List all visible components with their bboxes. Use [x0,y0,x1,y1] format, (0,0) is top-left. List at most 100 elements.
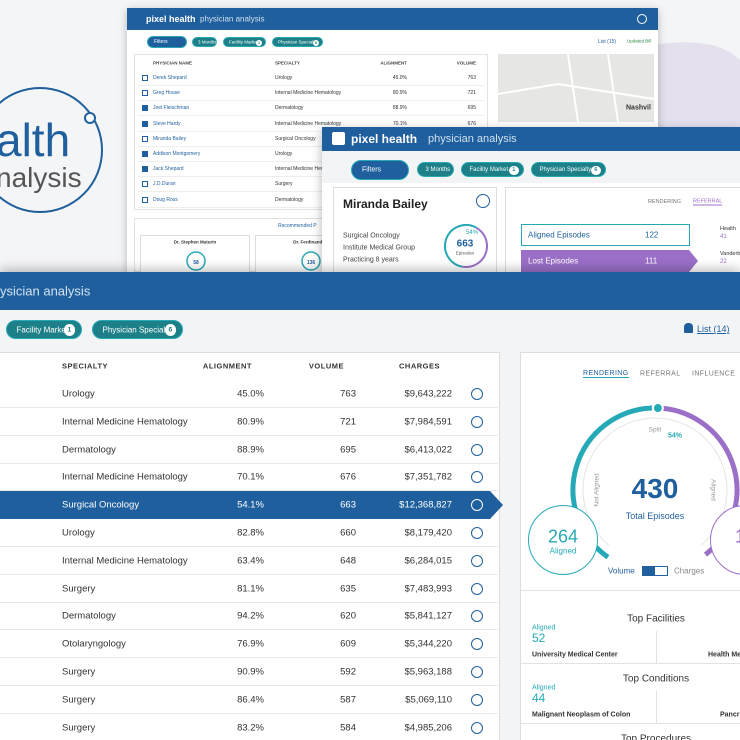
section-item: Malignant Neoplasm of Colon [532,711,631,719]
bubble-value: 264 [547,526,579,547]
list-link: List (15) [598,39,617,45]
column-header: ALIGNMENT [380,60,407,66]
card-gauge [186,251,206,271]
gauge-label: Episodes [455,250,475,256]
row-add-button[interactable] [471,388,483,400]
checkbox[interactable] [142,166,148,173]
column-header: ALIGNMENT [202,361,252,371]
checkbox[interactable] [142,120,148,127]
filter-label: 3 Months [425,166,451,173]
cell: $6,413,022 [404,444,452,456]
section-sub: Aligned [532,624,556,632]
cell: Internal Medicine Hematology [62,416,188,428]
gauge-inner [582,417,728,546]
row-divider [138,145,484,147]
facility-value: 41 [720,234,727,240]
checkbox[interactable] [142,151,148,157]
cell: $7,984,591 [404,416,452,428]
cell: Dermatology [62,610,116,622]
filter-count: 1 [255,39,262,46]
row-add-button[interactable] [471,527,483,539]
cell: Dermatology [275,196,304,203]
cell: Surgery [62,583,96,595]
checkbox[interactable] [142,181,148,188]
row-divider [0,601,498,603]
cell: 695 [340,444,356,456]
section-title: Top Conditions [622,673,690,685]
bubble-value: 1 [735,527,740,548]
row-add-button[interactable] [471,666,483,678]
add-button[interactable] [476,194,490,208]
physician-detail: Surgical Oncology [343,232,400,240]
row-add-button[interactable] [471,582,483,595]
checkbox[interactable] [142,135,148,142]
cell: 76.9% [237,638,264,650]
filter-count-text: 6 [314,40,317,45]
card-name: Dr. Ferdinand B [293,239,327,245]
app-name: physician analysis [428,133,517,145]
checkbox[interactable] [142,75,148,81]
filter-pill[interactable]: 3 Months [192,37,217,47]
row-add-button[interactable] [471,471,483,484]
section-item: Pancr [720,711,740,719]
episode-label: Aligned Episodes [528,230,590,240]
cell: Dermatology [275,105,304,112]
episode-value: 111 [645,256,658,266]
selected-row [0,491,503,520]
episode-label: Lost Episodes [528,256,579,266]
filter-pill[interactable]: Facility Market 1 [223,37,266,47]
filter-pill[interactable]: Physician Specialty 6 [92,320,183,339]
row-add-button[interactable] [471,721,483,734]
gauge-arc-lost [462,226,488,268]
row-add-button[interactable] [471,554,483,567]
cell: Surgery [62,694,96,706]
row-add-button[interactable] [471,610,483,623]
section-item: Health Me [708,651,740,659]
cell: 676 [340,471,356,483]
cell: 587 [340,694,356,706]
bubble-label: Aligned [549,546,577,556]
cell: 663 [340,499,356,511]
row-add-button[interactable] [471,415,483,428]
row-add-button[interactable] [471,499,483,512]
cell: Derek Shepard [153,75,187,81]
profile-icon [637,14,647,24]
checkbox[interactable] [142,105,148,112]
graphic [444,224,488,268]
row-divider [0,490,498,492]
row-add-button[interactable] [471,443,483,456]
filter-pill[interactable]: Physician Specialty 6 [272,37,323,47]
row-divider [138,176,484,178]
cell: 592 [340,666,356,678]
filter-pill[interactable]: Filters [147,36,187,48]
column-header: VOLUME [456,60,476,66]
checkbox[interactable] [142,90,148,97]
section-title: Top Facilities [627,613,685,625]
toggle-label: Volume [608,566,635,576]
card-name: Dr. Stephen Maturin [173,239,217,245]
row-divider [138,100,484,102]
toggle-label: Charges [674,566,705,576]
graphic [301,251,321,271]
checkbox[interactable] [142,196,148,203]
aligned-bubble [528,505,598,575]
filter-pill[interactable]: Physician Specialty 6 [531,162,606,177]
filter-pill[interactable]: Filters [351,160,409,180]
cell: Otolaryngology [62,638,126,650]
cell: 81.1% [237,583,264,595]
filter-pill[interactable]: 3 Months [417,162,454,177]
row-add-button[interactable] [471,638,483,651]
filter-pill[interactable]: Facility Market 1 [461,162,524,177]
filter-pill[interactable]: Facility Market 1 [6,320,82,339]
cell: Internal Medicine Hematology [275,120,342,127]
logo-text: nalysis [0,162,82,193]
filter-count-text: 6 [168,326,173,334]
physician-detail: Practicing 8 years [343,256,399,264]
toggle-switch[interactable] [642,566,668,576]
filter-label: Facility Market [229,39,259,45]
middle-header [322,127,740,151]
tab: INFLUENCE [692,370,736,378]
divider [521,590,740,591]
row-add-button[interactable] [471,693,483,706]
map-label: Nashvil [626,104,651,112]
